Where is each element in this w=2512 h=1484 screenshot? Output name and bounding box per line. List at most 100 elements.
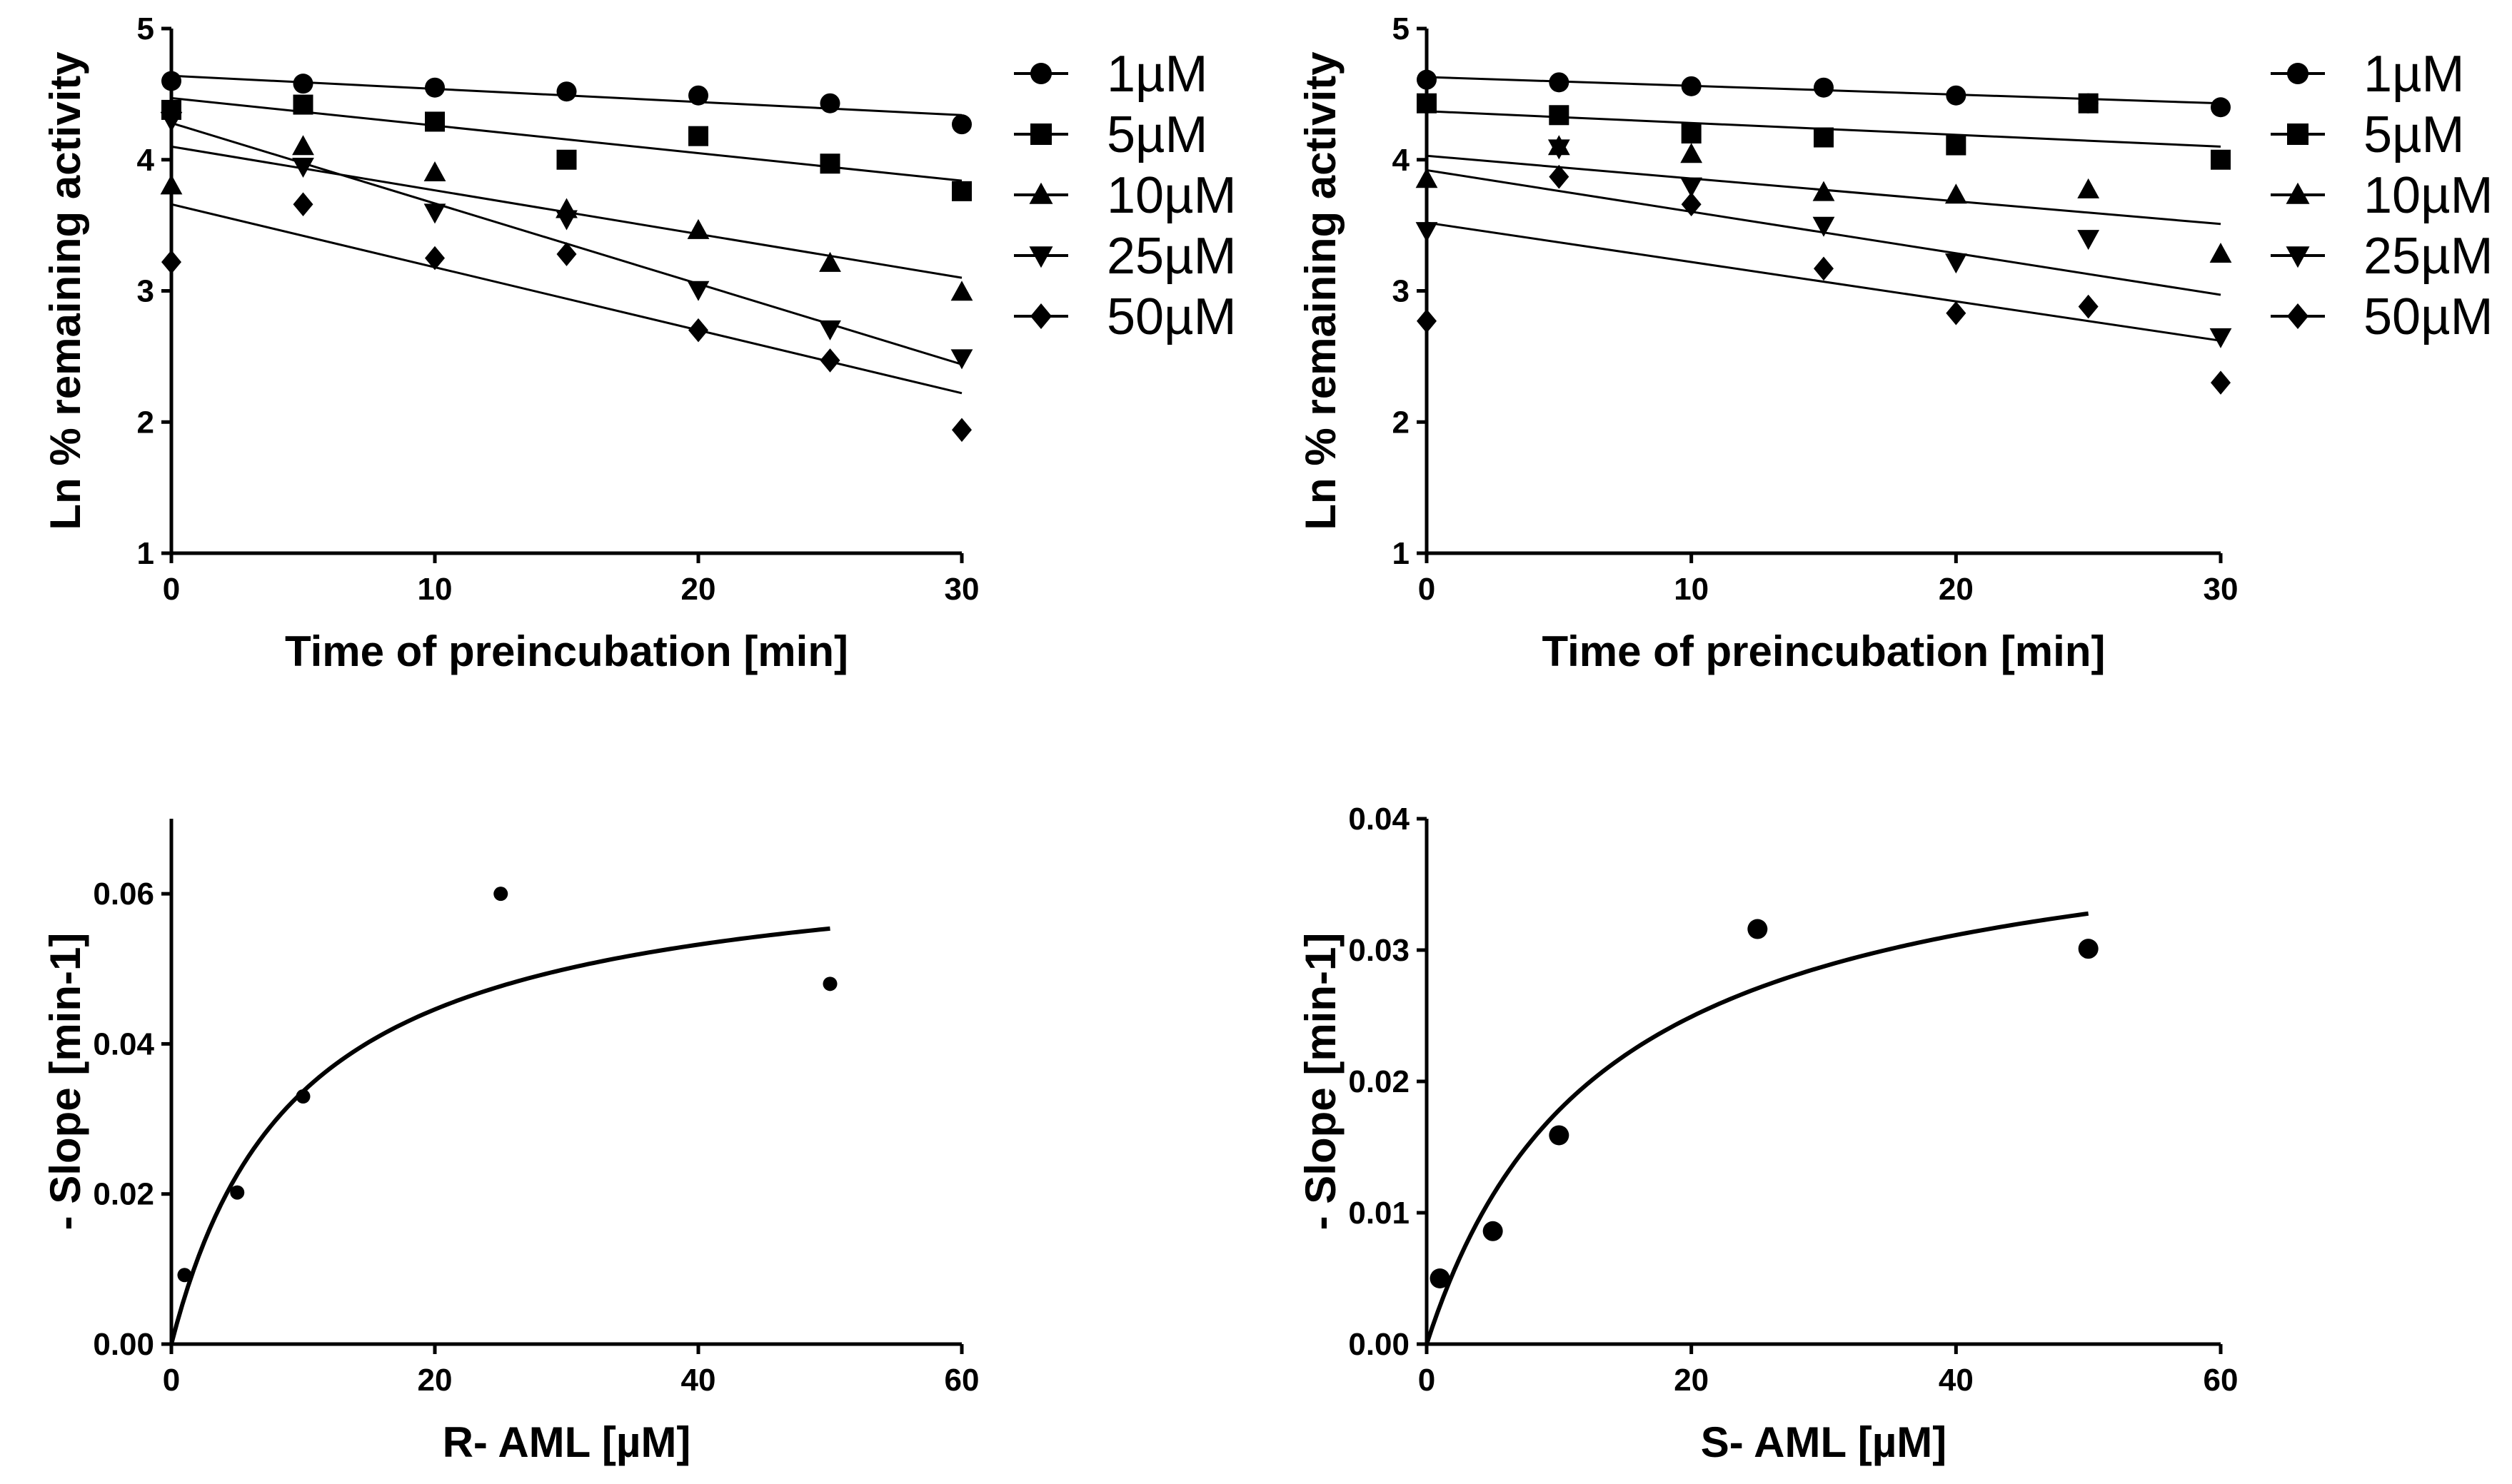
series-circle xyxy=(161,71,972,135)
data-point-triangle-up xyxy=(1680,143,1703,163)
fit-line xyxy=(171,203,963,395)
x-tick-label: 0 xyxy=(163,1363,180,1398)
data-point-diamond xyxy=(688,318,708,343)
data-point-triangle-up xyxy=(423,161,446,182)
legend-marker-triangle-down xyxy=(1029,246,1053,268)
data-point xyxy=(1482,1221,1503,1241)
y-tick-label: 1 xyxy=(1392,536,1410,571)
data-point-triangle-up xyxy=(819,251,841,272)
x-tick-label: 0 xyxy=(163,572,180,607)
data-point-triangle-up xyxy=(687,218,710,239)
y-tick-label: 4 xyxy=(1392,143,1410,178)
series-triangle-down xyxy=(1415,139,2232,348)
x-tick-label: 40 xyxy=(681,1363,716,1398)
legend-marker-square xyxy=(1030,123,1052,145)
data-point-triangle-up xyxy=(2077,178,2100,198)
data-point-triangle-up xyxy=(1944,183,1967,204)
legend-label: 25µM xyxy=(2363,228,2493,285)
data-point-square xyxy=(1417,93,1437,113)
data-point-square xyxy=(2078,93,2099,113)
data-point xyxy=(1747,919,1768,939)
data-point xyxy=(177,1268,192,1283)
y-tick-label: 5 xyxy=(137,11,154,46)
legend-label: 1µM xyxy=(1107,46,1208,103)
data-point-circle xyxy=(1681,76,1702,96)
y-axis-title: - Slope [min-1] xyxy=(41,933,89,1231)
x-axis-title: Time of preincubation [min] xyxy=(285,627,848,675)
data-point xyxy=(823,976,838,991)
data-point-square xyxy=(1946,135,1966,156)
series-diamond xyxy=(161,192,972,443)
legend-label: 5µM xyxy=(2363,106,2465,163)
x-axis-title: S- AML [µM] xyxy=(1701,1418,1947,1466)
legend-label: 5µM xyxy=(1107,106,1208,163)
data-point-diamond xyxy=(556,242,577,266)
data-point-triangle-down xyxy=(423,203,446,224)
y-tick-label: 0.01 xyxy=(1348,1196,1410,1231)
x-tick-label: 60 xyxy=(945,1363,980,1398)
data-point-triangle-down xyxy=(2077,230,2100,251)
x-tick-label: 10 xyxy=(418,572,453,607)
data-point-triangle-up xyxy=(160,174,183,195)
data-point-square xyxy=(556,149,577,170)
fit-line xyxy=(1426,221,2221,342)
data-point-circle xyxy=(556,81,577,102)
data-point-square xyxy=(952,181,972,201)
x-tick-label: 20 xyxy=(1939,572,1974,607)
legend-label: 50µM xyxy=(2363,288,2493,345)
data-point-circle xyxy=(425,77,445,98)
data-point-diamond xyxy=(293,192,313,217)
data-point-circle xyxy=(1946,85,1966,106)
data-point-square xyxy=(293,94,313,115)
data-point-square xyxy=(1549,105,1569,126)
legend-marker-circle xyxy=(2287,63,2308,84)
y-tick-label: 0.04 xyxy=(1348,802,1410,837)
y-tick-label: 0.02 xyxy=(93,1177,154,1212)
legend-marker-diamond xyxy=(2287,303,2308,329)
y-tick-label: 1 xyxy=(137,536,154,571)
data-point-triangle-down xyxy=(160,111,183,132)
data-point xyxy=(1430,1268,1450,1288)
data-point-triangle-up xyxy=(2209,242,2232,263)
data-point-square xyxy=(688,126,708,146)
y-tick-label: 4 xyxy=(137,143,155,178)
x-tick-label: 30 xyxy=(2204,572,2239,607)
chart-bottom-right: 0.00 0.01 0.02 0.03 0.04 0 20 40 60 S- AML [µM] - … xyxy=(1297,802,2238,1466)
y-tick-label: 2 xyxy=(137,405,154,440)
data-point-diamond xyxy=(1946,301,1966,325)
data-point-diamond xyxy=(952,418,972,443)
data-point-diamond xyxy=(161,250,181,274)
data-point-circle xyxy=(1549,72,1569,93)
data-point-square xyxy=(1681,123,1702,143)
x-tick-label: 20 xyxy=(1674,1363,1709,1398)
data-point-triangle-down xyxy=(292,158,314,178)
y-tick-label: 0.03 xyxy=(1348,933,1410,968)
series-diamond xyxy=(1417,164,2231,395)
data-point-square xyxy=(425,111,445,132)
data-point xyxy=(1549,1125,1569,1146)
x-axis-title: Time of preincubation [min] xyxy=(1542,627,2106,675)
data-point-triangle-up xyxy=(1415,168,1438,188)
legend-marker-triangle-up xyxy=(2286,182,2310,204)
fit-curve xyxy=(169,926,830,1345)
data-point-diamond xyxy=(425,246,445,271)
data-point-triangle-down xyxy=(1547,139,1570,160)
series-circle xyxy=(1417,69,2231,118)
data-point-circle xyxy=(688,85,708,106)
x-tick-label: 20 xyxy=(418,1363,453,1398)
legend-label: 1µM xyxy=(2363,46,2465,103)
data-point-diamond xyxy=(820,348,840,373)
chart-top-left: 1 2 3 4 5 0 10 20 30 Time of preincubation [min] L… xyxy=(41,11,1237,675)
y-tick-label: 2 xyxy=(1392,405,1410,440)
data-point-diamond xyxy=(1681,192,1702,217)
data-point xyxy=(493,887,508,902)
data-point-triangle-up xyxy=(950,281,973,301)
data-point-circle xyxy=(2211,97,2231,118)
data-point-triangle-down xyxy=(1680,177,1703,198)
data-point-diamond xyxy=(1814,256,1834,281)
legend-marker-triangle-down xyxy=(2286,246,2310,268)
data-point-diamond xyxy=(1549,164,1569,189)
y-tick-label: 0.00 xyxy=(93,1327,154,1362)
data-point-triangle-up xyxy=(292,135,314,156)
